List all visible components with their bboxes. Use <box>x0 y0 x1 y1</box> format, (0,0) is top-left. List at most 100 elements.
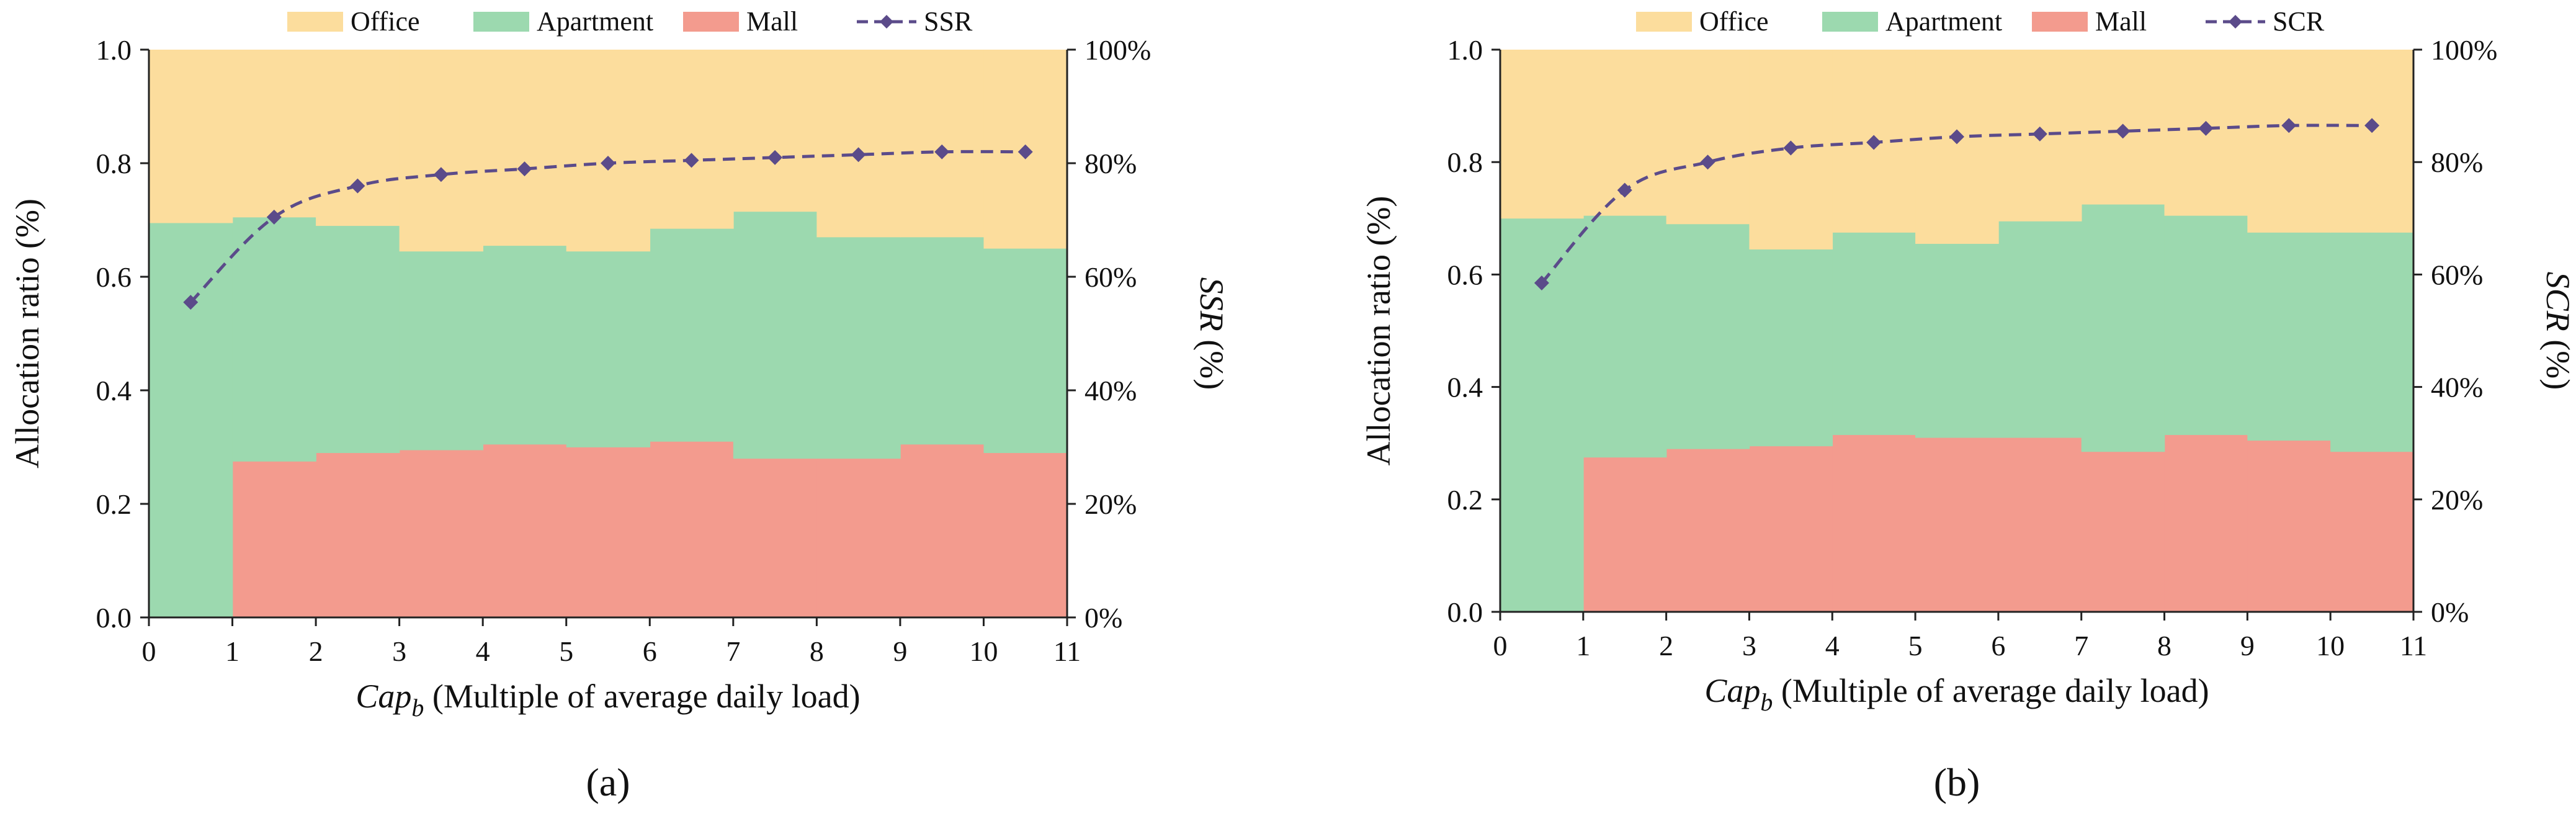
x-tick-label: 7 <box>2074 630 2088 661</box>
area-mall-segment-10 <box>2330 451 2414 612</box>
right-y-tick-label: 40% <box>1085 375 1137 406</box>
area-office-segment-8 <box>816 50 901 238</box>
line-scr-marker-4 <box>1866 135 1882 150</box>
y-axis-title: Allocation ratio (%) <box>9 199 46 469</box>
legend-item-office: Office <box>1636 6 1769 37</box>
x-tick-label: 9 <box>893 635 907 667</box>
x-axis-title: Capb (Multiple of average daily load) <box>1704 672 2209 716</box>
x-tick-label: 11 <box>1053 635 1081 667</box>
line-ssr-marker-2 <box>350 178 365 194</box>
y-tick-label: 0.6 <box>96 261 132 293</box>
x-axis-title-italic: Cap <box>1704 672 1760 709</box>
area-apartment-segment-2 <box>316 225 400 454</box>
right-y-tick-label: 20% <box>1085 488 1137 520</box>
x-axis-title: Capb (Multiple of average daily load) <box>356 678 860 722</box>
right-y-axis-title: SCR (%) <box>2539 272 2576 390</box>
x-tick-label: 3 <box>1742 630 1756 661</box>
line-ssr-marker-7 <box>767 150 783 165</box>
area-mall-segment-6 <box>650 441 734 618</box>
x-tick-label: 10 <box>2316 630 2345 661</box>
line-scr <box>1541 123 2373 284</box>
line-ssr-marker-4 <box>517 161 532 177</box>
x-tick-label: 2 <box>1659 630 1673 661</box>
right-y-axis-title-italic: SSR <box>1193 277 1230 331</box>
right-y-tick-label: 20% <box>2431 484 2483 516</box>
right-y-tick-label: 80% <box>2431 146 2483 178</box>
legend-swatch-mall <box>683 12 739 32</box>
x-tick-label: 0 <box>142 635 156 667</box>
legend-item-ssr: SSR <box>857 6 973 37</box>
area-apartment-segment-10 <box>983 248 1068 454</box>
legend-label-mall: Mall <box>2095 6 2147 37</box>
area-office-segment-0 <box>1500 50 1584 219</box>
area-office-segment-9 <box>900 50 985 238</box>
right-y-axis-title-rest: (%) <box>1193 331 1230 390</box>
legend-swatch-apartment <box>1822 12 1878 32</box>
legend-swatch-office <box>1636 12 1692 32</box>
line-ssr-marker-9 <box>934 144 950 159</box>
legend-label-apartment: Apartment <box>1885 6 2002 37</box>
x-tick-label: 4 <box>476 635 490 667</box>
x-tick-label: 1 <box>1576 630 1590 661</box>
x-tick-label: 5 <box>1908 630 1923 661</box>
area-apartment-segment-8 <box>2164 215 2248 436</box>
x-tick-label: 6 <box>643 635 657 667</box>
legend-swatch-marker <box>880 15 893 29</box>
x-tick-label: 3 <box>392 635 406 667</box>
line-scr-marker-1 <box>1617 182 1632 198</box>
line-ssr-marker-1 <box>266 209 282 225</box>
legend-swatch-office <box>287 12 343 32</box>
area-mall-segment-4 <box>483 444 567 618</box>
area-mall-segment-4 <box>1832 434 1916 612</box>
area-apartment-segment-5 <box>1915 243 1999 438</box>
x-tick-label: 7 <box>726 635 740 667</box>
y-tick-label: 0.2 <box>1447 484 1483 516</box>
y-tick-label: 0.4 <box>1447 372 1483 403</box>
area-apartment-segment-1 <box>232 217 316 462</box>
legend-item-apartment: Apartment <box>473 6 653 37</box>
x-tick-label: 8 <box>2157 630 2171 661</box>
right-y-tick-label: 0% <box>2431 596 2469 628</box>
area-office-segment-9 <box>2247 50 2331 233</box>
area-apartment-segment-7 <box>733 211 818 459</box>
legend-item-apartment: Apartment <box>1822 6 2002 37</box>
area-mall-segment-2 <box>316 452 400 618</box>
line-ssr-marker-0 <box>183 295 199 310</box>
area-office-segment-5 <box>1915 50 1999 244</box>
area-apartment-segment-3 <box>1749 249 1833 447</box>
legend-label-office: Office <box>351 6 420 37</box>
area-mall-segment-3 <box>399 450 483 618</box>
legend-item-office: Office <box>287 6 420 37</box>
line-scr-marker-6 <box>2032 126 2047 141</box>
right-y-axis-title-italic: SCR <box>2539 272 2576 331</box>
area-apartment-segment-4 <box>1832 232 1916 436</box>
area-mall-segment-9 <box>2247 440 2331 612</box>
legend-label-mall: Mall <box>746 6 798 37</box>
line-scr-marker-10 <box>2364 118 2380 133</box>
right-y-tick-label: 100% <box>1085 34 1151 66</box>
x-tick-label: 2 <box>309 635 323 667</box>
y-tick-label: 0.0 <box>1447 596 1483 628</box>
area-mall-segment-7 <box>2081 451 2165 612</box>
line-ssr-marker-6 <box>684 153 699 168</box>
x-tick-label: 6 <box>1991 630 2005 661</box>
y-tick-label: 0.4 <box>96 375 132 406</box>
x-axis-title-subscript: b <box>411 694 424 722</box>
y-tick-label: 1.0 <box>1447 34 1483 66</box>
area-mall-segment-8 <box>816 458 901 618</box>
area-office-segment-10 <box>2330 50 2414 233</box>
legend-swatch-apartment <box>473 12 529 32</box>
legend-item-mall: Mall <box>2032 6 2147 37</box>
legend-item-mall: Mall <box>683 6 798 37</box>
area-apartment-segment-0 <box>149 223 233 618</box>
chart-panel-b: 0 1 2 3 4 5 6 7 8 9 10 11 0.0 0.2 0.4 0.6 0.8 1.0 0% 20% 40%… <box>1360 6 2576 804</box>
panel-label: (b) <box>1934 760 1980 804</box>
area-mall-segment-2 <box>1666 449 1750 612</box>
x-tick-label: 4 <box>1825 630 1840 661</box>
right-y-tick-label: 80% <box>1085 148 1137 179</box>
x-axis-title-subscript: b <box>1760 688 1773 716</box>
area-mall-segment-1 <box>232 461 316 618</box>
x-axis-title-italic: Cap <box>356 678 411 715</box>
area-office-segment-4 <box>483 50 567 246</box>
x-tick-label: 9 <box>2240 630 2255 661</box>
